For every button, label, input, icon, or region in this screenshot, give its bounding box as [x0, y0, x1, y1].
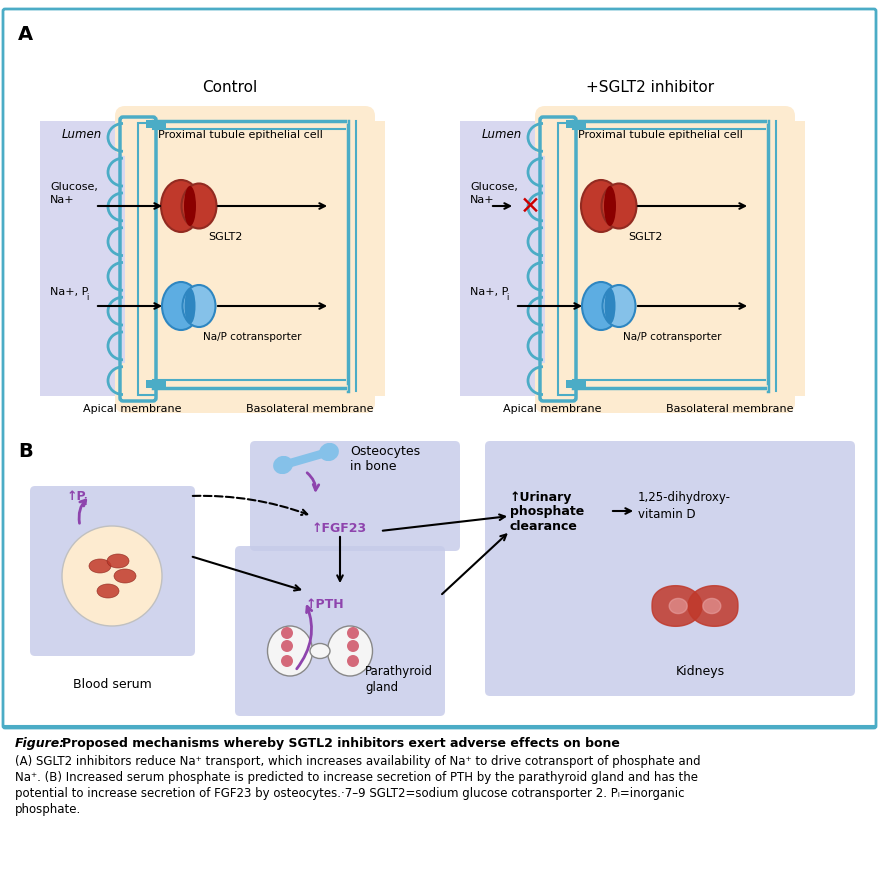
Text: Na+: Na+ [470, 195, 494, 205]
Ellipse shape [97, 585, 119, 598]
Ellipse shape [181, 184, 216, 229]
Ellipse shape [604, 289, 615, 324]
Text: potential to increase secretion of FGF23 by osteocytes.·7–9 SGLT2=sodium glucose: potential to increase secretion of FGF23… [15, 786, 684, 799]
Text: phosphate: phosphate [509, 505, 584, 518]
Text: Parathyroid: Parathyroid [364, 664, 433, 678]
Text: Na/P cotransporter: Na/P cotransporter [203, 331, 301, 342]
Text: Control: Control [202, 80, 257, 95]
Text: Figure:: Figure: [15, 736, 65, 750]
Ellipse shape [114, 570, 136, 583]
Polygon shape [651, 586, 702, 626]
Text: Apical membrane: Apical membrane [83, 403, 181, 414]
Text: vitamin D: vitamin D [637, 507, 694, 520]
Text: A: A [18, 25, 33, 44]
Text: Na⁺. (B) Increased serum phosphate is predicted to increase secretion of PTH by : Na⁺. (B) Increased serum phosphate is pr… [15, 770, 697, 783]
Text: Kidneys: Kidneys [674, 664, 723, 678]
FancyBboxPatch shape [535, 107, 794, 157]
Text: ↑FGF23: ↑FGF23 [312, 522, 367, 535]
FancyBboxPatch shape [249, 441, 459, 551]
Circle shape [347, 627, 358, 640]
FancyBboxPatch shape [535, 363, 794, 414]
Text: Apical membrane: Apical membrane [502, 403, 601, 414]
Bar [146, 120, 166, 128]
Text: Lumen: Lumen [481, 128, 522, 142]
Text: ↑P: ↑P [67, 490, 87, 503]
Text: i: i [506, 292, 507, 301]
FancyBboxPatch shape [234, 547, 444, 716]
FancyBboxPatch shape [310, 136, 370, 382]
Text: Proposed mechanisms whereby SGTL2 inhibitors exert adverse effects on bone: Proposed mechanisms whereby SGTL2 inhibi… [62, 736, 619, 750]
Text: phosphate.: phosphate. [15, 802, 81, 815]
Text: Glucose,: Glucose, [470, 182, 517, 191]
Ellipse shape [603, 187, 615, 227]
Polygon shape [668, 599, 687, 614]
Circle shape [281, 641, 292, 652]
Ellipse shape [183, 285, 215, 328]
Text: Proximal tubule epithelial cell: Proximal tubule epithelial cell [577, 130, 742, 140]
Text: ↑PTH: ↑PTH [306, 597, 344, 610]
Ellipse shape [319, 443, 339, 462]
Circle shape [62, 526, 162, 626]
Text: (A) SGLT2 inhibitors reduce Na⁺ transport, which increases availability of Na⁺ t: (A) SGLT2 inhibitors reduce Na⁺ transpor… [15, 754, 700, 767]
Circle shape [281, 627, 292, 640]
Ellipse shape [107, 555, 129, 568]
Ellipse shape [89, 559, 111, 573]
Text: B: B [18, 441, 32, 461]
FancyBboxPatch shape [3, 10, 875, 728]
FancyBboxPatch shape [544, 122, 804, 397]
Text: 1,25-dihydroxy-: 1,25-dihydroxy- [637, 490, 730, 503]
Text: Glucose,: Glucose, [50, 182, 97, 191]
Text: Na+, P: Na+, P [50, 287, 89, 297]
Text: SGLT2: SGLT2 [208, 232, 242, 242]
Text: Proximal tubule epithelial cell: Proximal tubule epithelial cell [157, 130, 322, 140]
Text: i: i [83, 496, 86, 507]
Bar [565, 381, 586, 389]
Text: Na/P cotransporter: Na/P cotransporter [623, 331, 721, 342]
Circle shape [347, 641, 358, 652]
Text: Basolateral membrane: Basolateral membrane [666, 403, 793, 414]
Ellipse shape [581, 283, 619, 330]
Ellipse shape [267, 626, 313, 676]
Text: SGLT2: SGLT2 [627, 232, 662, 242]
Polygon shape [702, 599, 720, 614]
Text: Na+: Na+ [50, 195, 75, 205]
Polygon shape [282, 448, 329, 470]
FancyBboxPatch shape [115, 107, 375, 157]
Ellipse shape [184, 289, 195, 324]
Text: gland: gland [364, 680, 398, 693]
Text: Na+, P: Na+, P [470, 287, 507, 297]
FancyBboxPatch shape [30, 486, 195, 657]
Circle shape [281, 656, 292, 667]
Text: +SGLT2 inhibitor: +SGLT2 inhibitor [586, 80, 713, 95]
Text: clearance: clearance [509, 520, 577, 532]
Text: ✕: ✕ [519, 195, 540, 219]
Ellipse shape [601, 184, 636, 229]
Ellipse shape [161, 181, 201, 233]
Circle shape [347, 656, 358, 667]
Text: Osteocytes: Osteocytes [349, 445, 420, 458]
Text: Basolateral membrane: Basolateral membrane [246, 403, 373, 414]
Ellipse shape [273, 456, 292, 475]
Ellipse shape [601, 285, 635, 328]
Text: i: i [86, 292, 89, 301]
Text: Blood serum: Blood serum [73, 678, 151, 691]
FancyBboxPatch shape [115, 363, 375, 414]
Ellipse shape [310, 644, 329, 659]
Bar [146, 381, 166, 389]
FancyBboxPatch shape [459, 122, 544, 397]
Text: ↑Urinary: ↑Urinary [509, 490, 572, 503]
FancyBboxPatch shape [729, 136, 789, 382]
Ellipse shape [327, 626, 372, 676]
Ellipse shape [162, 283, 200, 330]
Bar [565, 120, 586, 128]
Text: in bone: in bone [349, 460, 396, 473]
Text: Lumen: Lumen [61, 128, 102, 142]
Ellipse shape [580, 181, 620, 233]
FancyBboxPatch shape [485, 441, 854, 696]
Polygon shape [687, 586, 738, 626]
Ellipse shape [184, 187, 196, 227]
FancyBboxPatch shape [40, 122, 125, 397]
FancyBboxPatch shape [125, 122, 385, 397]
